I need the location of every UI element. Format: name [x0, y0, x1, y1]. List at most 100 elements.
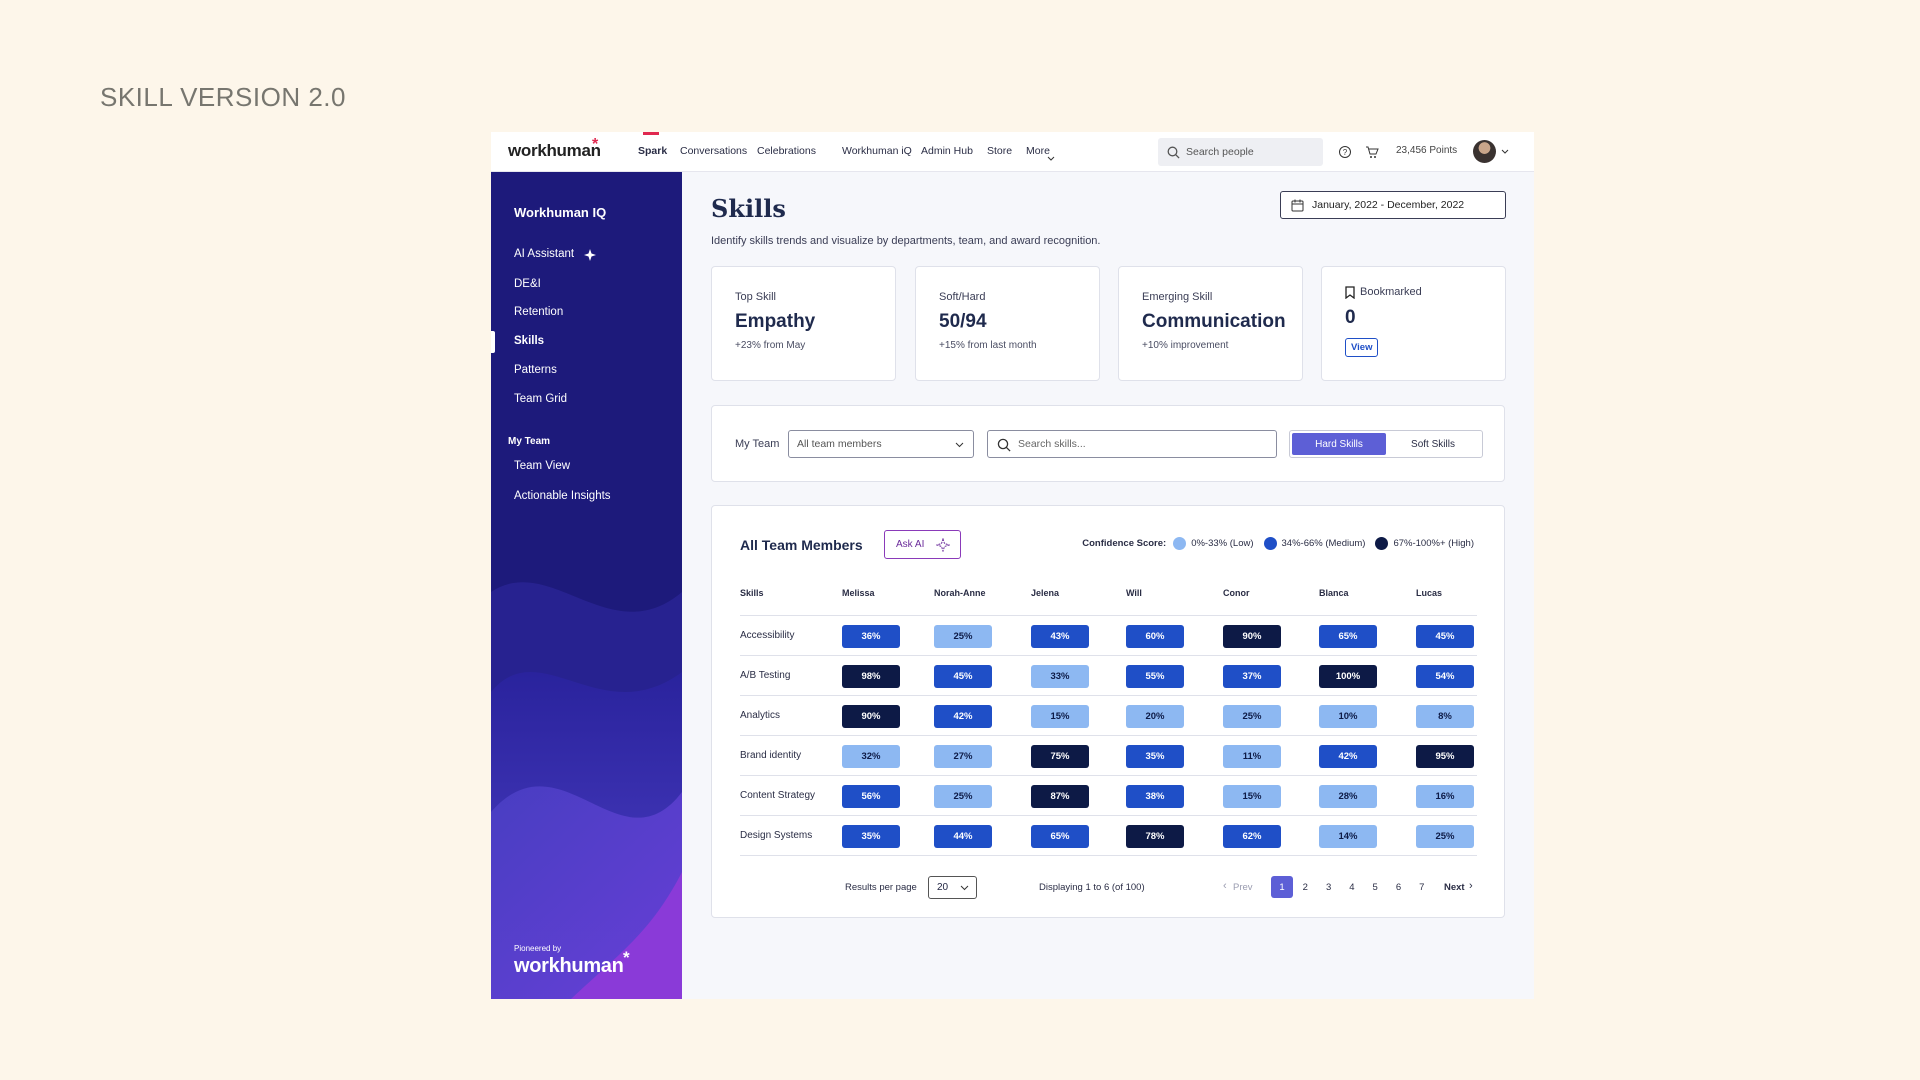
- search-icon: [1167, 146, 1180, 159]
- skill-name: Brand identity: [740, 750, 802, 761]
- score-cell: 8%: [1416, 705, 1474, 728]
- sidebar-item[interactable]: DE&I: [514, 278, 541, 290]
- nav-link[interactable]: Conversations: [680, 145, 748, 157]
- page-button[interactable]: 5: [1372, 881, 1378, 893]
- page-title: SKILL VERSION 2.0: [100, 82, 346, 112]
- score-cell: 36%: [842, 625, 900, 648]
- score-cell: 35%: [842, 825, 900, 848]
- card-label: Soft/Hard: [939, 291, 986, 303]
- score-cell: 14%: [1319, 825, 1377, 848]
- sidebar-section: My Team: [508, 436, 551, 447]
- card-label: Bookmarked: [1360, 286, 1422, 298]
- page-button[interactable]: 2: [1302, 881, 1308, 893]
- active-indicator: [491, 331, 495, 353]
- legend-label: 0%-33% (Low): [1191, 538, 1254, 549]
- sidebar-background: [491, 582, 682, 999]
- footer-caption: Pioneered by: [514, 944, 562, 953]
- score-cell: 62%: [1223, 825, 1281, 848]
- search-placeholder: Search skills...: [1018, 438, 1086, 450]
- sidebar-item[interactable]: Team View: [514, 460, 571, 472]
- score-cell: 25%: [1223, 705, 1281, 728]
- search-icon: [997, 438, 1011, 452]
- ask-ai-label: Ask AI: [896, 539, 925, 550]
- skill-name: Content Strategy: [740, 790, 816, 801]
- score-cell: 25%: [1416, 825, 1474, 848]
- card-value: 50/94: [939, 311, 987, 332]
- help-icon[interactable]: ?: [1338, 145, 1352, 159]
- skill-search[interactable]: Search skills...: [987, 430, 1277, 458]
- column-header: Melissa: [842, 588, 875, 598]
- score-cell: 25%: [934, 625, 992, 648]
- page-button[interactable]: 6: [1395, 881, 1402, 893]
- ask-ai-button[interactable]: Ask AI: [884, 530, 961, 559]
- footer-asterisk: *: [623, 948, 630, 967]
- skill-name: Accessibility: [740, 630, 795, 641]
- sidebar-item[interactable]: Retention: [514, 306, 564, 318]
- prev-chevron: ‹: [1223, 880, 1227, 892]
- stat-card: Bookmarked 0 View: [1321, 266, 1506, 381]
- page-button[interactable]: 1: [1271, 876, 1293, 898]
- row-divider: [740, 855, 1477, 856]
- page-button[interactable]: 7: [1419, 881, 1425, 893]
- column-header: Jelena: [1031, 588, 1060, 598]
- card-label: Top Skill: [735, 291, 776, 303]
- team-select[interactable]: All team members: [788, 430, 974, 458]
- date-range-button[interactable]: January, 2022 - December, 2022: [1280, 191, 1506, 219]
- logo-asterisk: *: [592, 136, 599, 153]
- nav-link[interactable]: Admin Hub: [921, 145, 973, 157]
- active-indicator: [643, 132, 659, 135]
- row-divider: [740, 735, 1477, 736]
- nav-link[interactable]: More: [1026, 145, 1050, 157]
- table-title: All Team Members: [740, 537, 863, 553]
- nav-link[interactable]: Store: [987, 145, 1013, 157]
- logo[interactable]: workhuman: [508, 141, 601, 160]
- nav-link[interactable]: Spark: [638, 145, 668, 157]
- score-cell: 95%: [1416, 745, 1474, 768]
- toggle-option[interactable]: Soft Skills: [1411, 438, 1455, 450]
- sidebar: Workhuman IQ Pioneered by workhuman * AI…: [491, 172, 682, 999]
- column-header: Skills: [740, 588, 764, 598]
- main-content: Skills Identify skills trends and visual…: [682, 172, 1534, 999]
- score-cell: 35%: [1126, 745, 1184, 768]
- app-window: workhuman * Search people ? 23,456 Point…: [491, 132, 1534, 999]
- avatar[interactable]: [1473, 140, 1496, 163]
- sidebar-item[interactable]: Team Grid: [514, 393, 568, 405]
- sidebar-item[interactable]: Skills: [514, 335, 545, 347]
- next-button[interactable]: Next: [1444, 882, 1465, 893]
- skill-name: Analytics: [740, 710, 781, 721]
- people-search[interactable]: Search people: [1158, 138, 1323, 166]
- score-cell: 44%: [934, 825, 992, 848]
- search-placeholder: Search people: [1186, 146, 1254, 158]
- column-header: Conor: [1223, 588, 1250, 598]
- chevron[interactable]: [1501, 149, 1509, 155]
- card-action[interactable]: View: [1345, 338, 1379, 357]
- score-cell: 11%: [1223, 745, 1281, 768]
- stat-card: Soft/Hard 50/94 +15% from last month: [915, 266, 1100, 381]
- skill-name: A/B Testing: [740, 670, 791, 681]
- next-chevron: ›: [1469, 880, 1473, 892]
- sidebar-item[interactable]: Actionable Insights: [514, 490, 611, 502]
- page-button[interactable]: 3: [1325, 881, 1332, 893]
- score-cell: 27%: [934, 745, 992, 768]
- score-cell: 43%: [1031, 625, 1089, 648]
- sidebar-item[interactable]: AI Assistant: [514, 248, 575, 260]
- filter-label: My Team: [735, 438, 780, 450]
- card-note: +23% from May: [735, 340, 806, 351]
- card-note: +10% improvement: [1142, 340, 1229, 351]
- team-select-value: All team members: [797, 438, 882, 450]
- nav-link[interactable]: Celebrations: [757, 145, 816, 157]
- row-divider: [740, 655, 1477, 656]
- per-page-select[interactable]: 20: [928, 876, 977, 899]
- prev-button[interactable]: Prev: [1233, 882, 1253, 893]
- score-cell: 56%: [842, 785, 900, 808]
- legend-swatch: [1375, 537, 1389, 550]
- stat-card: Top Skill Empathy +23% from May: [711, 266, 896, 381]
- score-cell: 65%: [1031, 825, 1089, 848]
- sidebar-item[interactable]: Patterns: [514, 364, 557, 376]
- page-button[interactable]: 4: [1349, 881, 1355, 893]
- cart-icon[interactable]: [1365, 145, 1379, 159]
- nav-link[interactable]: Workhuman iQ: [842, 145, 912, 157]
- toggle-option[interactable]: Hard Skills: [1292, 433, 1386, 455]
- score-cell: 45%: [1416, 625, 1474, 648]
